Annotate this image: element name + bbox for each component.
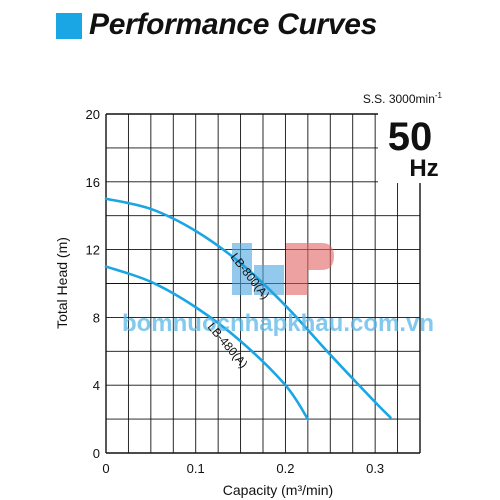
y-tick-label: 4 bbox=[93, 378, 100, 393]
y-tick-label: 20 bbox=[86, 107, 100, 122]
y-tick-label: 8 bbox=[93, 310, 100, 325]
chart-grid bbox=[105, 113, 421, 454]
x-tick-label: 0 bbox=[102, 461, 109, 476]
watermark-logo bbox=[232, 243, 334, 295]
title-marker bbox=[56, 13, 82, 39]
y-tick-label: 12 bbox=[86, 243, 100, 258]
series-line-lb-800-a bbox=[104, 197, 392, 419]
speed-label: S.S. 3000min-1 bbox=[363, 91, 443, 106]
speed-label-exponent: -1 bbox=[435, 91, 443, 100]
speed-label-text: S.S. 3000min bbox=[363, 92, 435, 106]
frequency-unit: Hz bbox=[409, 155, 438, 182]
y-axis-label: Total Head (m) bbox=[54, 237, 70, 329]
curves-layer bbox=[104, 197, 392, 421]
frequency-box bbox=[378, 113, 442, 183]
x-tick-label: 0.3 bbox=[366, 461, 384, 476]
frequency-value: 50 bbox=[388, 115, 433, 159]
series-line-lb-480-a bbox=[104, 265, 310, 421]
x-tick-label: 0.1 bbox=[187, 461, 205, 476]
x-axis-label: Capacity (m³/min) bbox=[223, 482, 333, 498]
y-tick-label: 0 bbox=[93, 446, 100, 461]
page-title: Performance Curves bbox=[89, 8, 378, 41]
watermark-text: bomnuocnhapkhau.com.vn bbox=[122, 310, 434, 337]
y-tick-label: 16 bbox=[86, 175, 100, 190]
axis-ticks: 0 0.1 0.2 0.3 0 4 8 12 16 20 bbox=[86, 107, 385, 476]
x-tick-label: 0.2 bbox=[276, 461, 294, 476]
